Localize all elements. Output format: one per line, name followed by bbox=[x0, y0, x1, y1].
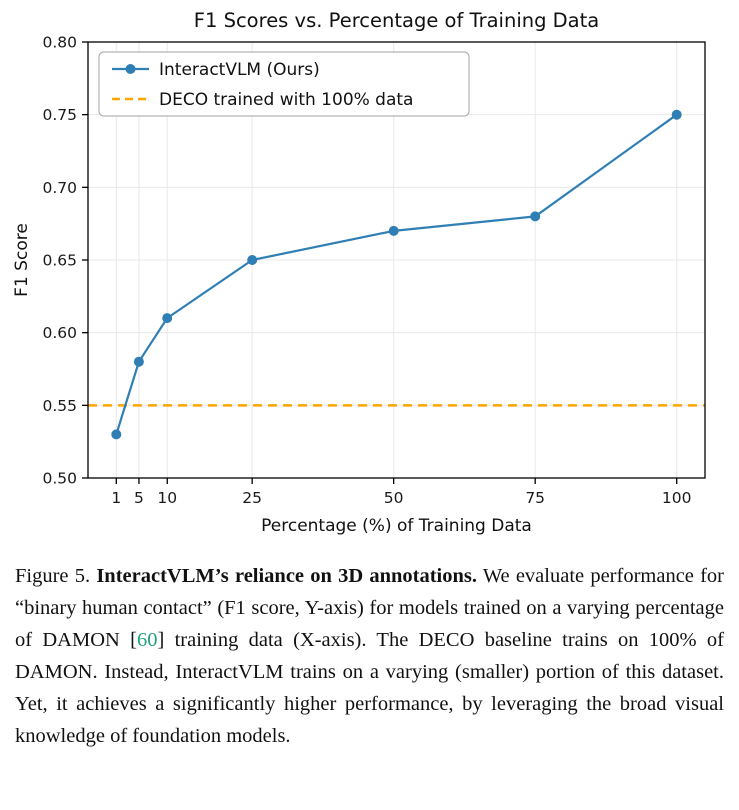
data-point bbox=[133, 356, 144, 367]
data-point bbox=[247, 255, 258, 265]
caption-figure-label: Figure 5. bbox=[15, 565, 97, 587]
x-axis-label: Percentage (%) of Training Data bbox=[261, 516, 532, 536]
caption-text-1: We evaluate performance for “binary huma… bbox=[15, 565, 724, 651]
y-tick-label: 0.65 bbox=[42, 252, 77, 270]
y-tick-label: 0.55 bbox=[42, 397, 77, 415]
y-tick-label: 0.60 bbox=[42, 324, 77, 342]
data-point bbox=[671, 109, 682, 120]
x-tick-label: 1 bbox=[111, 489, 121, 507]
y-tick-label: 0.50 bbox=[42, 470, 77, 488]
caption-bold-title: InteractVLM’s reliance on 3D annotations… bbox=[96, 565, 477, 587]
y-tick-label: 0.70 bbox=[42, 179, 77, 197]
x-tick-label: 50 bbox=[384, 489, 404, 507]
interactvlm-line bbox=[115, 113, 678, 435]
figure-caption: Figure 5. InteractVLM’s reliance on 3D a… bbox=[15, 560, 724, 752]
chart-title: F1 Scores vs. Percentage of Training Dat… bbox=[194, 9, 599, 32]
data-point bbox=[388, 225, 399, 236]
data-point bbox=[111, 429, 122, 440]
data-point bbox=[162, 313, 173, 324]
caption-text-2: ] training data (X-axis). The DECO basel… bbox=[15, 629, 724, 747]
x-tick-label: 25 bbox=[242, 489, 262, 507]
y-tick-label: 0.80 bbox=[42, 34, 77, 52]
legend-label-deco: DECO trained with 100% data bbox=[159, 90, 413, 110]
x-tick-label: 5 bbox=[134, 489, 144, 507]
legend-marker-interactvlm bbox=[125, 64, 136, 74]
f1-vs-training-data-chart: 0.50 0.55 0.60 0.65 0.70 0.75 0.80 1 5 10 25 50 75 10… bbox=[12, 9, 706, 536]
legend-box bbox=[98, 51, 470, 117]
data-point bbox=[530, 211, 541, 222]
legend-label-interactvlm: InteractVLM (Ours) bbox=[159, 60, 320, 80]
x-tick-label: 75 bbox=[525, 489, 545, 507]
x-tick-label: 100 bbox=[662, 489, 692, 507]
y-tick-label: 0.75 bbox=[42, 106, 77, 124]
citation-60[interactable]: 60 bbox=[136, 629, 158, 651]
x-tick-label: 10 bbox=[157, 489, 177, 507]
y-axis-label: F1 Score bbox=[12, 223, 32, 297]
